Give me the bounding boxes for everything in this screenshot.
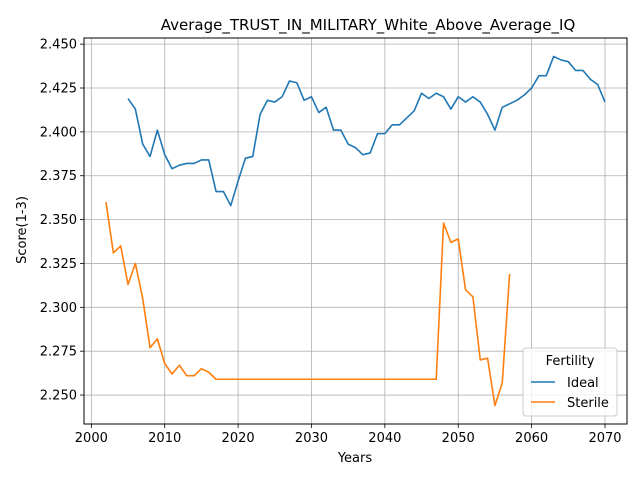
legend-label-sterile: Sterile: [567, 396, 609, 411]
x-tick-label: 2050: [442, 431, 475, 446]
x-tick-label: 2040: [368, 431, 401, 446]
x-tick-label: 2000: [75, 431, 108, 446]
x-tick-label: 2030: [295, 431, 328, 446]
legend-label-ideal: Ideal: [567, 376, 599, 391]
y-tick-label: 2.400: [40, 125, 77, 140]
chart-title: Average_TRUST_IN_MILITARY_White_Above_Av…: [161, 16, 576, 35]
x-axis-label: Years: [337, 451, 373, 466]
y-tick-label: 2.250: [40, 389, 77, 404]
x-tick-label: 2070: [588, 431, 621, 446]
y-tick-label: 2.375: [40, 169, 77, 184]
x-tick-label: 2010: [148, 431, 181, 446]
x-tick-label: 2060: [515, 431, 548, 446]
y-axis-label: Score(1-3): [15, 196, 30, 264]
y-tick-label: 2.325: [40, 257, 77, 272]
legend: Fertility Ideal Sterile: [523, 348, 617, 416]
y-tick-label: 2.350: [40, 213, 77, 228]
y-tick-label: 2.275: [40, 345, 77, 360]
y-tick-label: 2.450: [40, 38, 77, 53]
y-tick-label: 2.425: [40, 82, 77, 97]
x-tick-label: 2020: [222, 431, 255, 446]
y-tick-label: 2.300: [40, 301, 77, 316]
legend-title: Fertility: [546, 354, 595, 369]
